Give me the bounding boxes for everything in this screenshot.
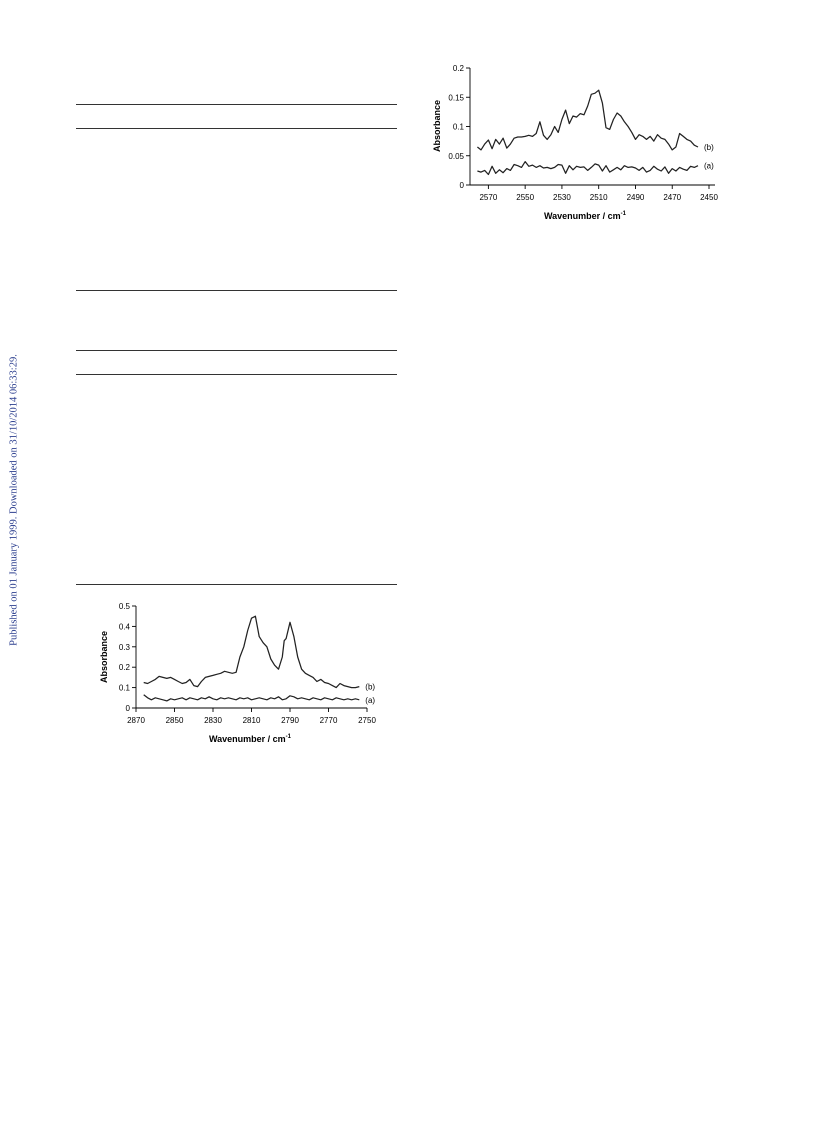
- x-tick-label: 2830: [204, 716, 222, 725]
- x-tick-label: 2470: [663, 193, 681, 202]
- x-axis-label: Wavenumber / cm-1: [209, 734, 292, 744]
- x-tick-label: 2490: [627, 193, 645, 202]
- x-tick-label: 2570: [479, 193, 497, 202]
- table2-bottom-rule: [76, 584, 397, 585]
- series-line-a: [143, 694, 360, 702]
- y-tick-label: 0.5: [119, 602, 131, 611]
- series-line-a: [477, 160, 699, 176]
- x-tick-label: 2450: [700, 193, 718, 202]
- series-line-b: [143, 615, 360, 689]
- x-tick-label: 2770: [320, 716, 338, 725]
- table-bottom-rule: [76, 290, 397, 291]
- x-axis-label: Wavenumber / cm-1: [544, 211, 627, 221]
- y-tick-label: 0.1: [453, 123, 465, 132]
- x-tick-label: 2530: [553, 193, 571, 202]
- series-label-a: (a): [365, 696, 375, 705]
- x-tick-label: 2870: [127, 716, 145, 725]
- y-tick-label: 0.3: [119, 643, 131, 652]
- y-tick-label: 0.2: [119, 663, 131, 672]
- y-tick-label: 0: [460, 181, 465, 190]
- series-line-b: [477, 89, 699, 151]
- x-tick-label: 2790: [281, 716, 299, 725]
- y-tick-label: 0: [126, 704, 131, 713]
- y-tick-label: 0.4: [119, 622, 131, 631]
- y-tick-label: 0.15: [448, 93, 464, 102]
- series-label-a: (a): [704, 162, 714, 171]
- table2-top-rule: [76, 350, 397, 351]
- x-tick-label: 2750: [358, 716, 376, 725]
- x-tick-label: 2850: [166, 716, 184, 725]
- y-tick-label: 0.05: [448, 152, 464, 161]
- table-top-rule: [76, 104, 397, 105]
- y-axis-label: Absorbance: [99, 631, 109, 683]
- table2-header-rule: [76, 374, 397, 375]
- y-tick-label: 0.2: [453, 64, 465, 73]
- x-tick-label: 2550: [516, 193, 534, 202]
- x-tick-label: 2810: [243, 716, 261, 725]
- x-tick-label: 2510: [590, 193, 608, 202]
- series-label-b: (b): [704, 143, 714, 152]
- series-label-b: (b): [365, 683, 375, 692]
- y-axis-label: Absorbance: [432, 100, 442, 152]
- y-tick-label: 0.1: [119, 684, 131, 693]
- table-header-rule: [76, 128, 397, 129]
